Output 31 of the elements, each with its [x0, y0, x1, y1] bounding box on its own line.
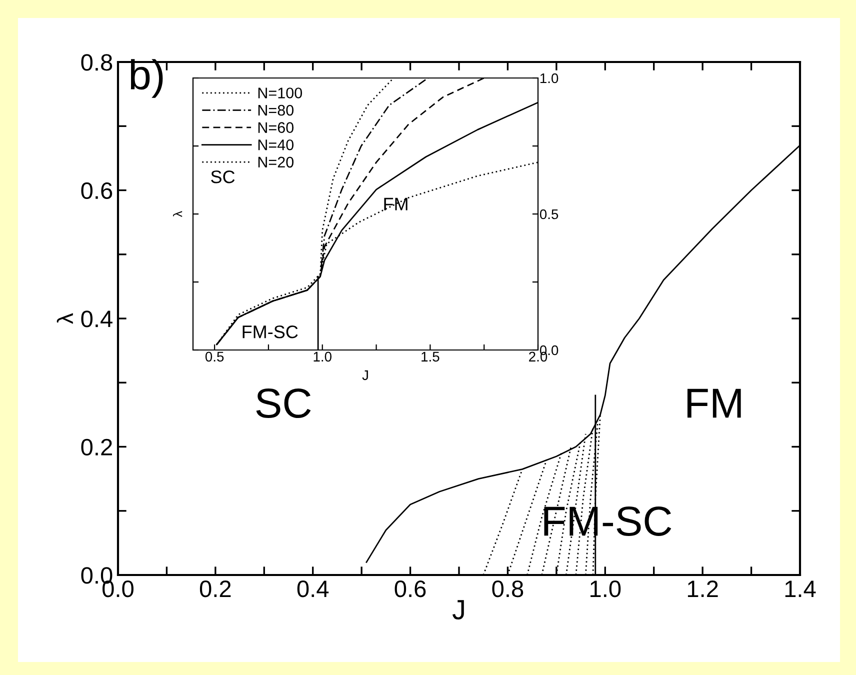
legend-label: N=40 [258, 139, 294, 150]
annotation: FM [384, 198, 408, 210]
y-tick-label: 0.6 [81, 182, 112, 200]
x-axis-title: J [452, 600, 464, 620]
y-tick-label: 0.8 [81, 54, 112, 71]
legend-label: N=20 [258, 156, 294, 168]
y-tick-label: 0.4 [81, 310, 112, 328]
legend-label: N=80 [258, 104, 294, 116]
annotation: FM [687, 388, 741, 418]
annotation: SC [211, 170, 235, 184]
x-axis-title: J [362, 370, 368, 380]
x-tick-label: 0.4 [297, 580, 329, 598]
annotation: SC [256, 388, 311, 418]
legend-label: N=60 [258, 122, 294, 133]
x-tick-label: 1.0 [314, 352, 332, 362]
x-tick-label: 0.2 [200, 580, 231, 598]
annotation: FM-SC [242, 325, 298, 338]
y-axis-title: λ [173, 210, 182, 218]
x-tick-label: 1.2 [688, 580, 718, 597]
x-tick-label: 1.4 [785, 580, 816, 597]
y-axis-title: λ [56, 313, 73, 324]
y-tick-label: 0.5 [540, 209, 558, 220]
legend-label: N=100 [258, 88, 302, 98]
x-tick-label: 0.8 [492, 580, 524, 598]
x-tick-label: 1.0 [590, 580, 621, 598]
annotation: b) [130, 59, 163, 98]
y-tick-label: 0.2 [81, 438, 112, 456]
y-tick-label: 1.0 [540, 73, 558, 84]
x-tick-label: 1.5 [422, 352, 440, 362]
x-tick-label: 0.5 [205, 352, 224, 362]
x-tick-label: 0.6 [394, 580, 426, 598]
